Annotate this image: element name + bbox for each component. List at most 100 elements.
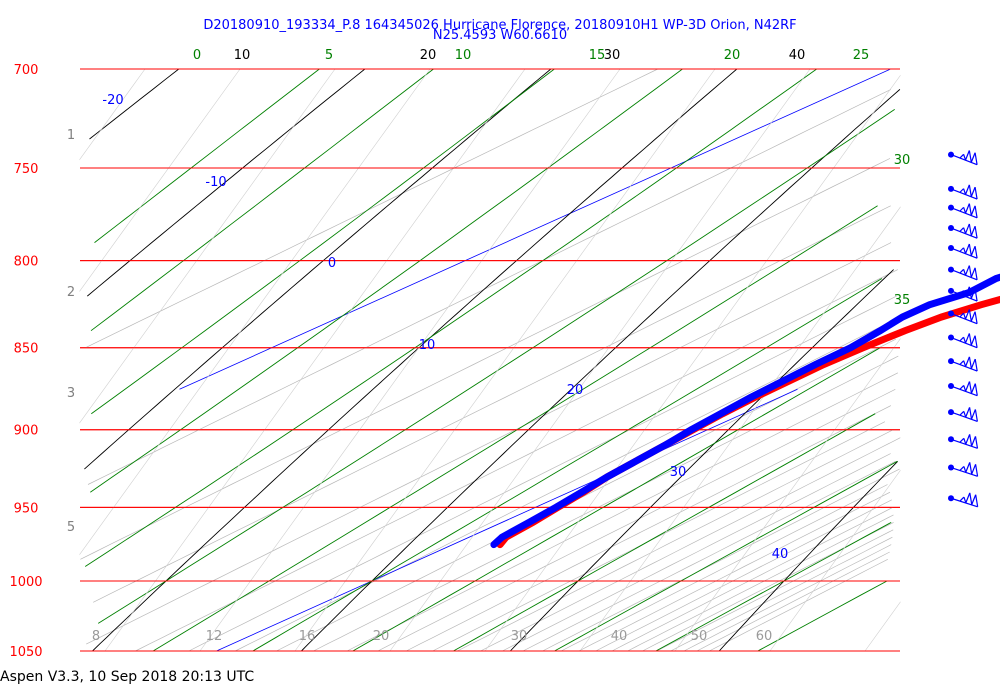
wind-barb-flag (963, 207, 967, 214)
dry-adiabat-label: 40 (789, 48, 806, 63)
reference-line (484, 68, 906, 652)
footer-text: Aspen V3.3, 10 Sep 2018 20:13 UTC (0, 669, 255, 685)
wind-barb-flag (963, 438, 967, 445)
temperature-point (859, 344, 867, 351)
wind-barb-flag (968, 333, 972, 346)
wind-barb-station (948, 245, 954, 252)
moist-adiabat-line (91, 68, 555, 415)
dry-adiabat-line (89, 68, 180, 140)
mixing-ratio-line (611, 506, 894, 652)
wind-barb-flag-edge (970, 383, 976, 394)
wind-barb (948, 265, 978, 281)
moist-adiabat-line (90, 68, 434, 332)
dewpoint-profile-line (490, 273, 1000, 549)
wind-barb-flag-edge (965, 462, 971, 473)
mixing-ratio-line (235, 321, 890, 652)
reference-line (294, 68, 716, 652)
wind-barb-flag (963, 154, 967, 161)
wind-barb-flag (963, 247, 967, 254)
pressure-label: 850 (14, 342, 39, 357)
pressure-label: 750 (14, 162, 39, 177)
wind-barb-flag (974, 288, 978, 302)
mixing-ratio-line (93, 205, 891, 603)
wind-barb (948, 150, 978, 166)
mixing-ratio-line (683, 544, 892, 652)
wind-barb-flag (974, 205, 978, 218)
wind-barb-station (948, 151, 954, 158)
wind-barb-flag-edge (964, 265, 970, 276)
wind-barb-shaft (950, 290, 978, 302)
mixing-ratio-label: 40 (611, 629, 628, 644)
moist-adiabat-label: 25 (853, 48, 870, 63)
mixing-ratio-line (595, 499, 892, 652)
wind-barb-flag (974, 335, 978, 348)
wind-barb-flag (963, 313, 967, 320)
pressure-label: 1000 (9, 575, 42, 590)
wind-barb-flag (963, 337, 967, 344)
moist-adiabat-line (655, 522, 892, 652)
wind-barb-flag-edge (964, 309, 970, 320)
wind-barb-flag-edge (959, 437, 965, 443)
wind-barb-flag-edge (959, 410, 965, 416)
wind-barb-flag-edge (970, 311, 976, 322)
mixing-ratio-line (709, 558, 888, 652)
wind-barb-flag (963, 466, 967, 473)
wind-barb-flag (968, 243, 972, 257)
wind-barb-flag-edge (964, 286, 970, 298)
wind-barb-flag-edge (959, 312, 965, 318)
wind-barb (948, 492, 979, 508)
dry-adiabat-line (718, 460, 899, 652)
wind-barb-flag-edge (959, 360, 965, 366)
wind-barb-flag-edge (970, 267, 976, 279)
wind-barb-shaft (950, 497, 978, 508)
wind-barb-flag (968, 286, 972, 299)
wind-barb-flag-edge (959, 384, 965, 390)
mixing-ratio-label: 8 (92, 629, 100, 644)
wind-barb-flag (963, 188, 967, 195)
wind-barb-shaft (950, 154, 978, 166)
wind-barb-flag-edge (971, 494, 977, 505)
mixing-ratio-line (276, 338, 896, 652)
wind-barb-flag (968, 265, 972, 278)
reference-line (104, 68, 526, 652)
moist-adiabat-label: 10 (455, 48, 472, 63)
wind-barb-flag-edge (970, 335, 976, 346)
wind-barb-flag (968, 381, 973, 394)
moist-adiabat-label: 5 (325, 48, 333, 63)
wind-barb-flag (963, 496, 967, 504)
wind-barb-flag-edge (970, 246, 976, 257)
dry-adiabat-line (509, 269, 894, 652)
wind-barb (948, 462, 979, 477)
dewpoint-point (877, 327, 884, 334)
wind-barb-shaft (950, 360, 978, 372)
wind-barb-flag (968, 184, 972, 197)
reference-line (0, 68, 336, 534)
isotherm-label: 10 (419, 338, 436, 353)
dewpoint-point (747, 394, 754, 401)
wind-barb-flag-edge (959, 496, 965, 502)
moist-adiabat-label: 35 (894, 293, 911, 308)
dewpoint-point (847, 344, 854, 351)
pressure-label: 800 (14, 255, 39, 270)
wind-barb-flag (974, 311, 978, 324)
left-mask (0, 0, 80, 700)
dry-adiabat-label: 10 (234, 48, 251, 63)
wind-barb (948, 333, 978, 349)
wind-barb-flag (968, 356, 973, 369)
axis-labels: 700750800850900950100010501235-20-100102… (9, 48, 910, 660)
wind-barb-flag (974, 226, 978, 239)
wind-barb-flag (969, 462, 973, 475)
mixing-ratio-label: 60 (756, 629, 773, 644)
wind-barb-shaft (950, 188, 978, 200)
pressure-label: 950 (14, 501, 39, 516)
mixing-ratio-label: 12 (206, 629, 223, 644)
mixing-ratio-line (670, 536, 893, 652)
wind-barb (948, 309, 978, 325)
wind-barb-shaft (950, 438, 978, 449)
dewpoint-point (498, 534, 506, 541)
wind-barb-station (948, 204, 954, 211)
mixing-ratio-line (480, 437, 901, 652)
wind-barb-flag-edge (970, 358, 976, 370)
wind-barb-flag-edge (959, 466, 965, 471)
